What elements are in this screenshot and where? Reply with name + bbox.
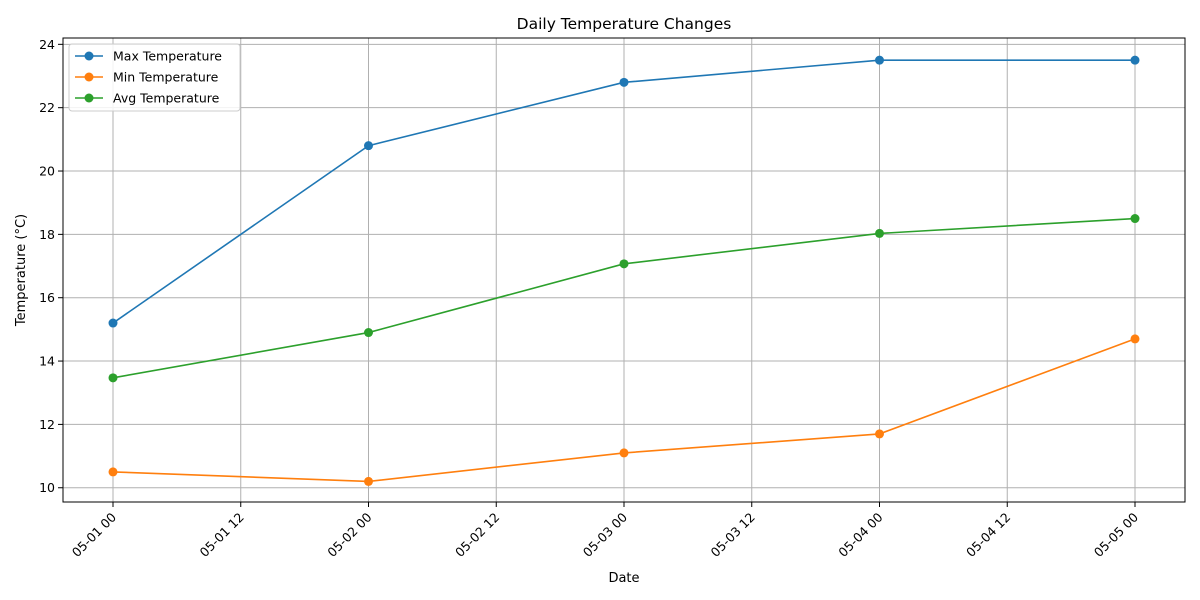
legend: Max Temperature Min Temperature Avg Temper… [68,43,241,112]
data-point [108,318,118,328]
legend-item: Max Temperature [75,49,222,64]
y-tick-label: 12 [39,417,55,432]
data-point [619,77,629,87]
data-point [108,373,118,383]
data-point [108,467,118,477]
y-tick-label: 22 [39,100,55,115]
legend-box [68,43,241,112]
data-point [1130,334,1140,344]
y-tick-label: 16 [39,290,55,305]
y-tick-label: 14 [39,354,55,369]
legend-label: Max Temperature [113,49,222,64]
legend-marker [84,51,94,61]
legend-item: Min Temperature [75,70,219,85]
y-axis-ticks: 10 12 14 16 18 20 22 24 [39,37,63,495]
series-max-temperature [108,55,1140,328]
data-point [364,141,373,151]
y-tick-label: 24 [39,37,55,52]
data-point [1130,214,1140,224]
series-min-temperature [108,334,1140,486]
legend-item: Avg Temperature [75,91,220,106]
chart-title: Daily Temperature Changes [517,15,732,33]
x-axis-label: Date [608,571,639,586]
y-tick-label: 20 [39,164,55,179]
series-lines [108,55,1140,486]
grid [63,38,1185,502]
data-point [619,259,629,269]
series-avg-temperature [108,214,1140,383]
legend-marker [84,93,94,103]
legend-label: Min Temperature [113,70,219,85]
data-point [364,328,373,338]
data-point [875,55,884,65]
data-point [875,228,884,238]
data-point [619,448,629,458]
legend-label: Avg Temperature [113,91,220,106]
data-point [875,429,884,439]
y-tick-label: 10 [39,480,55,495]
y-axis-label: Temperature (°C) [14,214,29,327]
data-point [1130,55,1140,65]
legend-marker [84,72,94,82]
data-point [364,476,373,486]
y-tick-label: 18 [39,227,55,242]
